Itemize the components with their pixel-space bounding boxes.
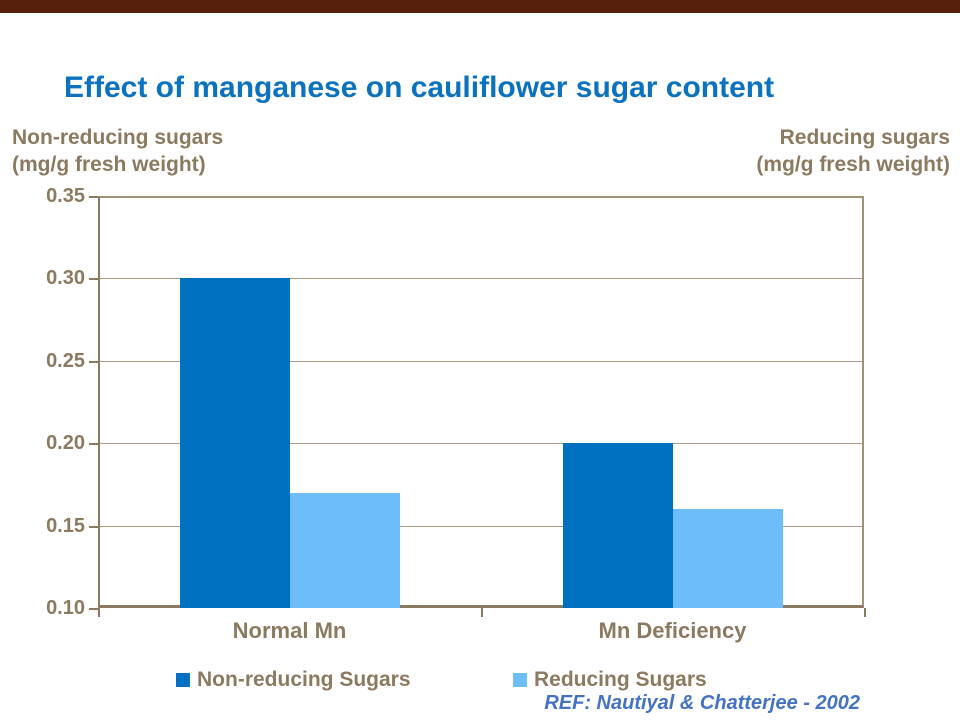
left-axis-title-line2: (mg/g fresh weight) — [12, 153, 206, 176]
legend-swatch-icon — [513, 673, 527, 687]
x-category-label-mn-deficiency: Mn Deficiency — [598, 618, 747, 643]
y-axis-tick-label: 0.20 — [46, 432, 85, 455]
y-axis-tick-label: 0.15 — [46, 514, 85, 537]
y-tick-mark-0.15 — [89, 525, 98, 528]
chart-title: Effect of manganese on cauliflower sugar… — [64, 71, 775, 104]
gridline-0.20 — [100, 443, 862, 445]
y-tick-mark-0.10 — [89, 608, 98, 610]
right-axis-title: Reducing sugars (mg/g fresh weight) — [756, 124, 950, 178]
legend-label: Non-reducing Sugars — [197, 668, 411, 691]
y-tick-mark-0.35 — [89, 196, 98, 198]
y-tick-mark-0.20 — [89, 443, 98, 446]
legend-swatch-icon — [176, 673, 190, 687]
bar-reducing-sugars-normal-mn — [289, 492, 400, 608]
y-tick-mark-0.30 — [89, 278, 98, 281]
y-axis-tick-label: 0.35 — [46, 185, 85, 207]
bar-reducing-sugars-mn-deficiency — [672, 509, 783, 608]
y-axis-tick-label: 0.30 — [46, 267, 85, 290]
y-axis-tick-label: 0.25 — [46, 349, 85, 372]
legend-item-reducing-sugars: Reducing Sugars — [513, 668, 707, 692]
x-tick-mark-0 — [98, 608, 100, 617]
bar-non-reducing-sugars-mn-deficiency — [562, 443, 673, 608]
gridline-0.25 — [100, 360, 862, 362]
reference-citation: REF: Nautiyal & Chatterjee - 2002 — [544, 692, 860, 714]
gridline-0.30 — [100, 278, 862, 280]
x-tick-mark-2 — [864, 608, 866, 617]
legend-item-non-reducing-sugars: Non-reducing Sugars — [176, 668, 411, 692]
y-tick-mark-0.25 — [89, 360, 98, 363]
y-axis-tick-label: 0.10 — [46, 597, 85, 619]
left-axis-title: Non-reducing sugars (mg/g fresh weight) — [12, 124, 223, 178]
gridline-0.15 — [100, 525, 862, 527]
top-accent-bar — [0, 0, 960, 13]
legend-label: Reducing Sugars — [534, 668, 707, 691]
right-axis-title-line2: (mg/g fresh weight) — [756, 153, 950, 176]
x-tick-mark-1 — [481, 608, 483, 617]
x-category-label-normal-mn: Normal Mn — [232, 618, 347, 643]
right-axis-title-line1: Reducing sugars — [779, 126, 950, 149]
bar-non-reducing-sugars-normal-mn — [179, 278, 290, 608]
left-axis-title-line1: Non-reducing sugars — [12, 126, 224, 149]
